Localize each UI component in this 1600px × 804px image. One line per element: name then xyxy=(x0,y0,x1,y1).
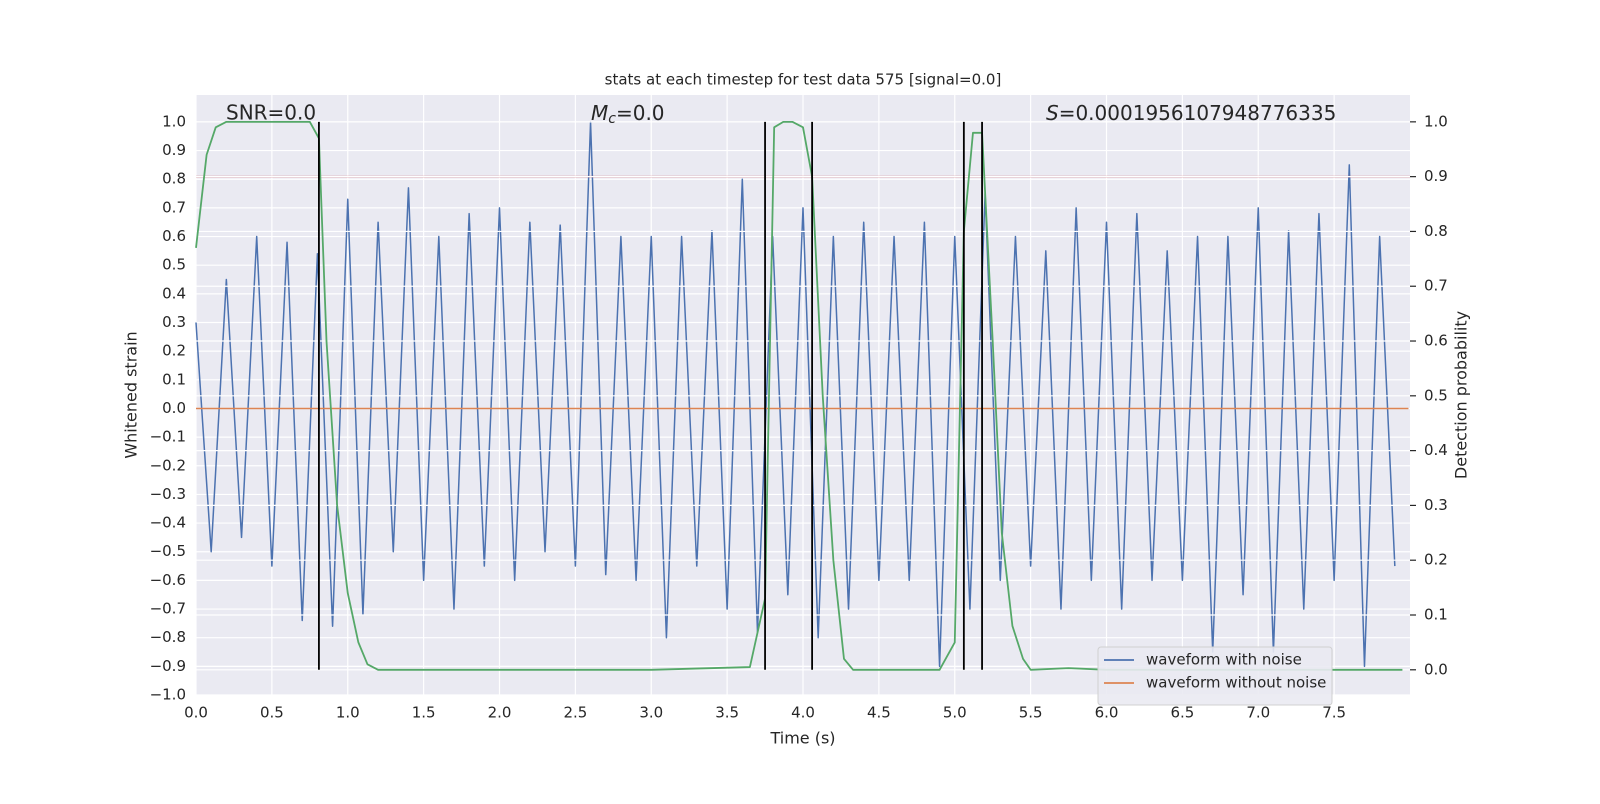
y2-tick-label: 0.3 xyxy=(1424,496,1448,514)
y2-tick-label: 0.6 xyxy=(1424,332,1448,350)
x-tick-label: 0.0 xyxy=(184,704,208,722)
y-tick-label: −0.7 xyxy=(150,600,186,618)
legend-label: waveform with noise xyxy=(1146,651,1302,669)
y2-tick-label: 0.0 xyxy=(1424,660,1448,678)
y-tick-label: −0.2 xyxy=(150,456,186,474)
series-line xyxy=(195,121,1396,668)
annotation-text: =0.0 xyxy=(616,101,665,125)
y-tick-label: 0.9 xyxy=(162,141,186,159)
y-tick-label: 1.0 xyxy=(162,112,186,130)
annotation-symbol: M xyxy=(591,101,608,125)
y-tick-label: −0.9 xyxy=(150,657,186,675)
chart-title: stats at each timestep for test data 575… xyxy=(605,71,1002,89)
x-tick-label: 4.0 xyxy=(791,704,815,722)
y-tick-label: 0.5 xyxy=(162,256,186,274)
y-axis-label: Whitened strain xyxy=(122,331,141,458)
y-tick-label: 0.2 xyxy=(162,342,186,360)
legend-label: waveform without noise xyxy=(1146,674,1326,692)
x-tick-label: 5.5 xyxy=(1019,704,1043,722)
x-tick-label: 2.0 xyxy=(488,704,512,722)
y2-tick-label: 1.0 xyxy=(1424,112,1448,130)
y2-tick-label: 0.7 xyxy=(1424,277,1448,295)
x-tick-label: 6.5 xyxy=(1170,704,1194,722)
y2-tick-label: 0.5 xyxy=(1424,386,1448,404)
y-tick-label: 0.6 xyxy=(162,227,186,245)
x-tick-label: 2.5 xyxy=(563,704,587,722)
x-tick-label: 1.5 xyxy=(412,704,436,722)
y-tick-label: −1.0 xyxy=(150,686,186,704)
y2-tick-label: 0.8 xyxy=(1424,222,1448,240)
annotation: SNR=0.0 xyxy=(226,101,316,125)
x-tick-label: 1.0 xyxy=(336,704,360,722)
y2-tick-label: 0.2 xyxy=(1424,551,1448,569)
x-tick-label: 0.5 xyxy=(260,704,284,722)
annotation-subscript: c xyxy=(608,111,616,127)
y-tick-label: 0.1 xyxy=(162,370,186,388)
y-tick-label: −0.4 xyxy=(150,514,186,532)
annotation-text: =0.0001956107948776335 xyxy=(1059,101,1337,125)
x-tick-label: 3.0 xyxy=(639,704,663,722)
x-tick-label: 7.5 xyxy=(1322,704,1346,722)
y2-tick-label: 0.4 xyxy=(1424,441,1448,459)
x-tick-label: 6.0 xyxy=(1095,704,1119,722)
y-tick-label: −0.3 xyxy=(150,485,186,503)
y-tick-label: 0.3 xyxy=(162,313,186,331)
x-tick-label: 3.5 xyxy=(715,704,739,722)
y-tick-label: −0.1 xyxy=(150,428,186,446)
y-tick-label: 0.8 xyxy=(162,170,186,188)
y-tick-label: 0.0 xyxy=(162,399,186,417)
y2-axis-label: Detection probability xyxy=(1452,311,1471,479)
y-tick-label: −0.5 xyxy=(150,542,186,560)
x-tick-label: 5.0 xyxy=(943,704,967,722)
annotation: Mc=0.0 xyxy=(591,101,665,128)
y-tick-label: 0.4 xyxy=(162,284,186,302)
y-tick-label: −0.6 xyxy=(150,571,186,589)
x-axis-label: Time (s) xyxy=(769,729,835,748)
series-line xyxy=(195,120,1403,671)
y-tick-label: 0.7 xyxy=(162,198,186,216)
y2-tick-label: 0.9 xyxy=(1424,167,1448,185)
annotation: S=0.0001956107948776335 xyxy=(1046,101,1336,125)
y2-tick-label: 0.1 xyxy=(1424,606,1448,624)
annotation-symbol: S xyxy=(1046,101,1059,125)
y-tick-label: −0.8 xyxy=(150,628,186,646)
x-tick-label: 7.0 xyxy=(1246,704,1270,722)
legend-box xyxy=(1097,646,1333,706)
x-tick-label: 4.5 xyxy=(867,704,891,722)
